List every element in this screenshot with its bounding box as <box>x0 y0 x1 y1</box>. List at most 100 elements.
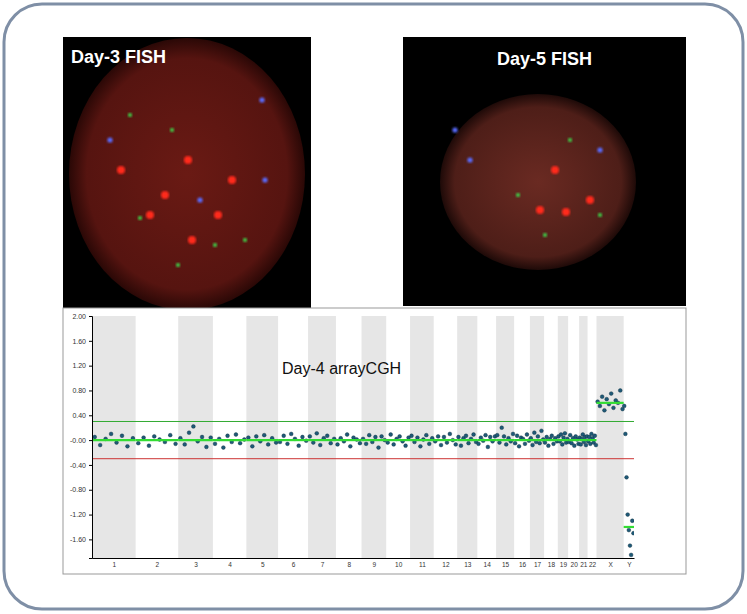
x-tick: 16 <box>519 558 527 568</box>
probe-point <box>392 443 396 447</box>
x-tick: 5 <box>261 558 265 568</box>
segment-line <box>308 439 336 441</box>
probe-point <box>525 433 529 437</box>
fish-signal-blue <box>107 137 112 142</box>
probe-point <box>442 435 446 439</box>
probe-point <box>445 441 449 445</box>
probe-point <box>536 434 540 438</box>
probe-point <box>274 441 278 445</box>
fish-signal-green <box>243 238 247 242</box>
x-tick-label: 2 <box>156 561 160 568</box>
probe-point <box>311 441 315 445</box>
probe-point <box>546 444 550 448</box>
probe-point <box>488 435 492 439</box>
probe-point <box>152 434 156 438</box>
x-tick: 4 <box>228 558 232 568</box>
x-tick: 19 <box>560 558 568 568</box>
x-tick-label: 22 <box>589 561 597 568</box>
probe-point <box>630 519 634 523</box>
thresholds <box>92 421 634 458</box>
segment-line <box>92 439 136 441</box>
segment-line <box>477 439 496 441</box>
fish-signal-red <box>214 211 222 219</box>
probe-point <box>427 442 431 446</box>
probe-point <box>254 434 258 438</box>
probe-point <box>115 441 119 445</box>
probe-point <box>538 441 542 445</box>
y-tick-mark <box>89 415 92 416</box>
x-tick: 10 <box>395 558 403 568</box>
x-tick: 11 <box>419 558 426 568</box>
fish-signal-blue <box>452 127 457 132</box>
x-tick: X <box>608 558 613 568</box>
chromosome-band <box>362 316 387 558</box>
probe-point <box>262 433 266 437</box>
probe-point <box>603 408 607 412</box>
probe-point <box>477 442 481 446</box>
fish-signal-green <box>176 263 180 267</box>
y-tick-label: 1.20 <box>72 362 86 369</box>
x-tick: 20 <box>571 558 579 568</box>
x-axis: 12345678910111213141516171819202122XY <box>93 558 635 568</box>
fish-background <box>63 37 311 310</box>
probe-point <box>364 442 368 446</box>
probe-point <box>205 445 209 449</box>
y-tick: -0.40 <box>70 462 92 469</box>
segment-line <box>457 439 477 441</box>
y-tick-mark <box>89 515 92 516</box>
fish-signal-green <box>516 193 520 197</box>
probe-point <box>457 435 461 439</box>
probe-point <box>416 436 420 440</box>
probe-point <box>136 441 140 445</box>
fish-signal-red <box>536 206 544 214</box>
y-tick-mark <box>89 465 92 466</box>
probe-point <box>315 431 319 435</box>
plot-marks <box>92 389 634 557</box>
segment-line <box>514 439 530 441</box>
probe-point <box>598 404 602 408</box>
probe-point <box>500 426 504 430</box>
x-tick-label: 19 <box>560 561 568 568</box>
x-tick-label: 10 <box>395 561 403 568</box>
probe-point <box>147 444 151 448</box>
x-tick-label: 21 <box>580 561 588 568</box>
probe-point <box>419 444 423 448</box>
probe-point <box>386 441 390 445</box>
probe-point <box>523 442 527 446</box>
probe-point <box>584 443 588 447</box>
y-tick-label: -0.80 <box>70 486 86 493</box>
y-tick: -0.00 <box>70 437 92 444</box>
chromosome-band <box>457 316 477 558</box>
y-tick-label: 1.60 <box>72 338 86 345</box>
x-tick: 2 <box>156 558 160 568</box>
y-tick-mark <box>89 341 92 342</box>
probe-point <box>579 443 583 447</box>
probe-point <box>436 434 440 438</box>
fish-signal-red <box>228 176 236 184</box>
probe-point <box>424 433 428 437</box>
segment-line <box>434 439 457 441</box>
x-tick-label: 16 <box>519 561 527 568</box>
x-tick-label: 12 <box>442 561 450 568</box>
probe-point <box>543 441 547 445</box>
probe-point <box>531 443 535 447</box>
x-tick: 13 <box>464 558 472 568</box>
probe-point <box>626 513 630 517</box>
segment-line <box>579 439 587 441</box>
fish-signal-red <box>551 166 559 174</box>
probe-point <box>629 553 633 557</box>
outer-frame <box>4 4 743 609</box>
y-tick-label: -0.00 <box>70 437 86 444</box>
probe-point <box>484 433 488 437</box>
x-tick-label: 9 <box>373 561 377 568</box>
x-tick-label: 14 <box>484 561 492 568</box>
y-tick-label: 0.80 <box>72 387 86 394</box>
x-axis-line <box>93 558 635 559</box>
probe-point <box>234 433 238 437</box>
fish-signal-green <box>598 213 602 217</box>
probe-point <box>380 434 384 438</box>
x-tick-label: 8 <box>347 561 351 568</box>
segment-line <box>278 439 308 441</box>
fish-signal-green <box>568 138 572 142</box>
chromosome-band <box>596 316 623 558</box>
